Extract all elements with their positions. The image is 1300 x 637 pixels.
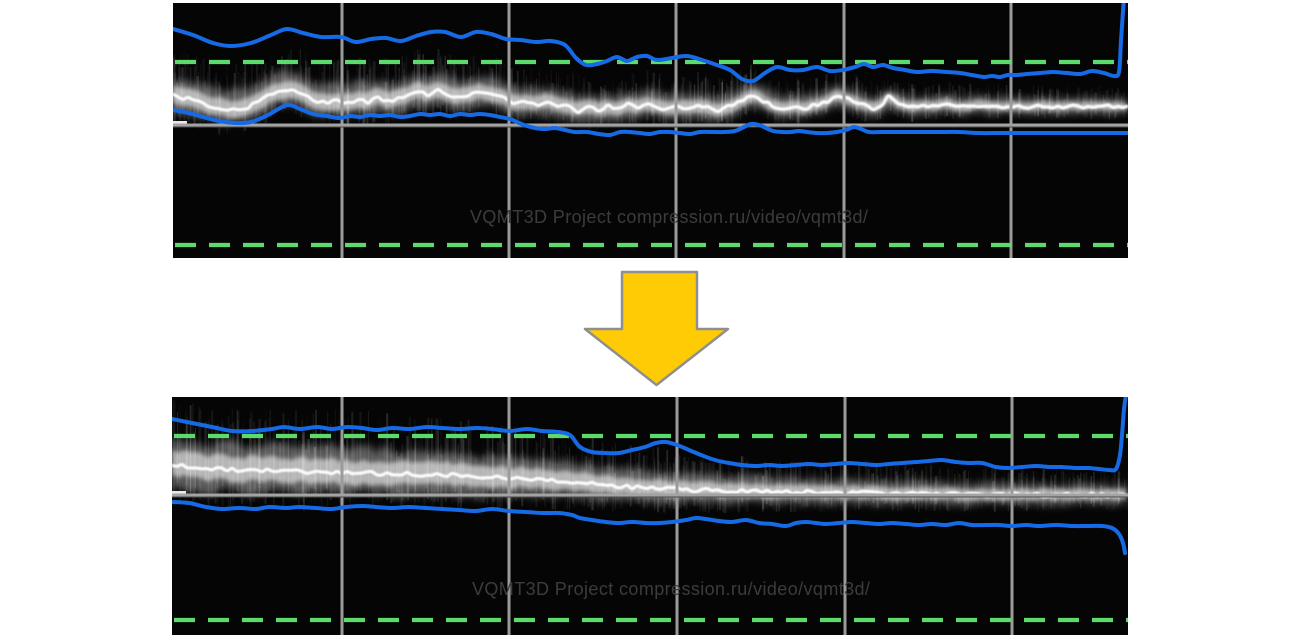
watermark-text: VQMT3D Project compression.ru/video/vqmt… — [470, 207, 869, 227]
watermark-text: VQMT3D Project compression.ru/video/vqmt… — [472, 579, 871, 599]
depth-plot-before: VQMT3D Project compression.ru/video/vqmt… — [173, 3, 1128, 258]
depth-plot-after: VQMT3D Project compression.ru/video/vqmt… — [172, 397, 1128, 635]
depth-plot-after-svg — [172, 397, 1128, 635]
depth-plot-before-svg — [173, 3, 1128, 258]
